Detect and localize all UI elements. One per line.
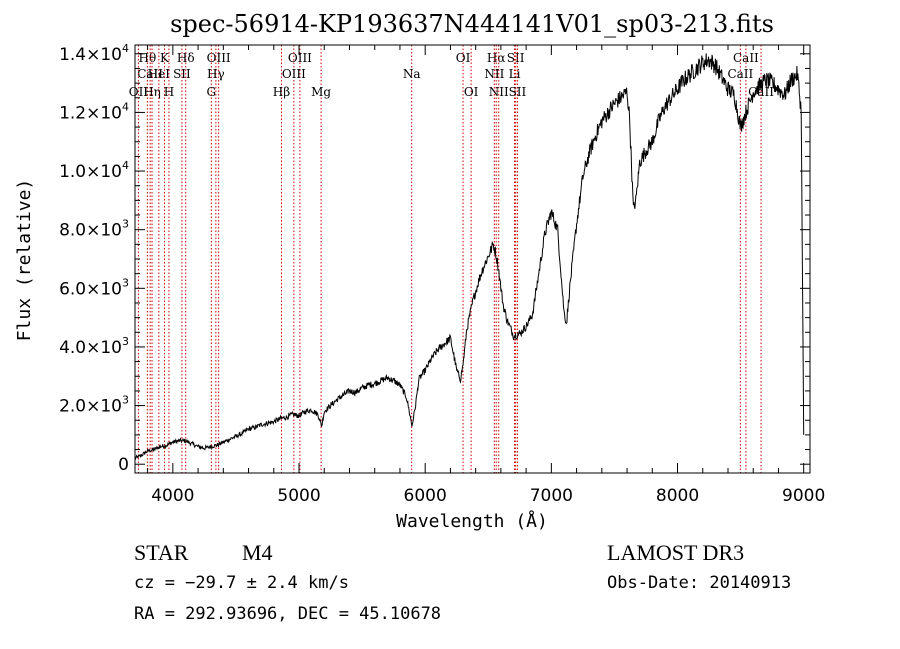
marker-label-8: Hδ bbox=[177, 51, 195, 65]
x-tick-label: 4000 bbox=[151, 486, 194, 506]
marker-label-12: Hβ bbox=[273, 85, 290, 99]
marker-label-22: SII bbox=[507, 51, 525, 65]
marker-label-23: Li bbox=[509, 67, 521, 81]
y-tick-label: 8.0×103 bbox=[59, 218, 129, 241]
marker-label-6: H bbox=[164, 85, 174, 99]
marker-label-13: OIII bbox=[288, 51, 312, 65]
y-tick-label: 1.2×104 bbox=[59, 100, 129, 123]
y-tick-label: 2.0×103 bbox=[59, 394, 129, 417]
object-subclass: M4 bbox=[242, 540, 273, 565]
marker-label-5: K bbox=[160, 51, 170, 65]
marker-label-25: CaII bbox=[733, 51, 759, 65]
redshift-text: cz = −29.7 ± 2.4 km/s bbox=[134, 573, 349, 593]
marker-label-18: OI bbox=[464, 85, 479, 99]
marker-label-15: Mg bbox=[311, 85, 331, 99]
x-tick-label: 9000 bbox=[782, 486, 825, 506]
y-tick-label: 4.0×103 bbox=[59, 335, 129, 358]
marker-label-0: Hθ bbox=[139, 51, 157, 65]
obs-date-text: Obs-Date: 20140913 bbox=[607, 573, 792, 593]
marker-label-14: OIII bbox=[282, 67, 306, 81]
marker-label-21: NII bbox=[489, 85, 509, 99]
plot-frame bbox=[134, 44, 811, 474]
marker-label-4: HeI bbox=[148, 67, 171, 81]
y-tick-label: 6.0×103 bbox=[59, 276, 129, 299]
axes: 4000 5000 6000 7000 8000 9000 0 2.0×103 4.0×103 6… bbox=[59, 42, 825, 506]
marker-label-7: SII bbox=[173, 67, 191, 81]
marker-label-19: Hα bbox=[487, 51, 506, 65]
x-tick-label: 7000 bbox=[530, 486, 573, 506]
x-axis-label: Wavelength (Å) bbox=[396, 510, 548, 532]
x-tick-label: 5000 bbox=[277, 486, 320, 506]
y-tick-label: 1.0×104 bbox=[59, 159, 129, 182]
y-tick-label: 0 bbox=[118, 455, 129, 475]
marker-label-9: OIII bbox=[207, 51, 231, 65]
marker-label-16: Na bbox=[403, 67, 421, 81]
coordinates-text: RA = 292.93696, DEC = 45.10678 bbox=[134, 604, 442, 624]
spectrum-line bbox=[134, 53, 805, 461]
y-tick-label: 1.4×104 bbox=[59, 42, 129, 65]
marker-label-2: OII bbox=[129, 85, 149, 99]
marker-label-10: Hγ bbox=[207, 67, 225, 81]
x-tick-label: 8000 bbox=[656, 486, 699, 506]
marker-label-11: G bbox=[207, 85, 217, 99]
survey-name: LAMOST DR3 bbox=[607, 540, 745, 565]
marker-label-17: OI bbox=[456, 51, 471, 65]
marker-label-1: CaII bbox=[137, 67, 163, 81]
object-class: STAR bbox=[134, 540, 189, 565]
chart-title: spec-56914-KP193637N444141V01_sp03-213.f… bbox=[170, 10, 774, 38]
plot-area bbox=[134, 53, 805, 461]
marker-label-24: SII bbox=[509, 85, 527, 99]
x-tick-label: 6000 bbox=[404, 486, 447, 506]
y-axis-label: Flux (relative) bbox=[14, 179, 35, 342]
marker-label-20: NII bbox=[484, 67, 504, 81]
marker-label-26: CaII bbox=[727, 67, 753, 81]
marker-label-3: Hη bbox=[143, 85, 161, 99]
